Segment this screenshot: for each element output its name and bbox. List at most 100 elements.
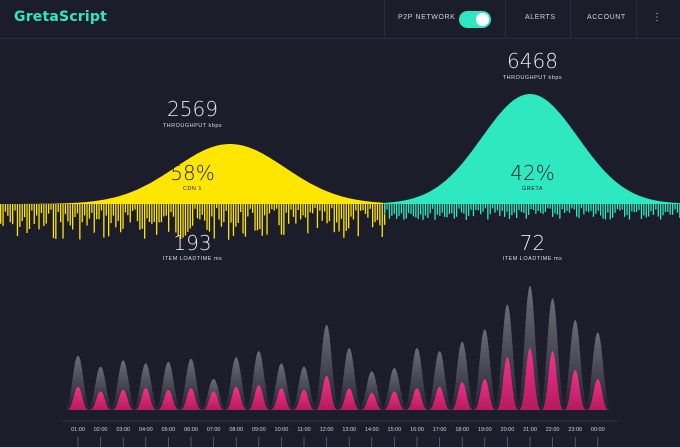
fringe-bar [153,204,155,222]
fringe-bar [292,204,295,217]
fringe-bar [194,204,196,209]
fringe-bar [398,204,400,217]
fringe-bar [182,204,184,238]
fringe-bar [573,204,575,210]
fringe-bar [16,204,19,237]
fringe-bar [494,204,496,213]
fringe-bar [499,204,501,216]
fringe-bar [300,204,302,220]
fringe-bar [33,204,35,224]
ghost-peak [561,320,590,410]
ghost-peak [357,371,386,410]
time-tick-label: 16:00 [410,427,424,433]
fringe-bar [50,204,52,210]
load-peak [247,385,270,410]
nav-divider [505,0,506,38]
fringe-bar [381,204,383,237]
fringe-bar [487,204,489,220]
ghost-peak [222,357,251,410]
fringe-bar [189,204,191,229]
fringe-bar [393,204,395,214]
fringe-bar [117,204,119,221]
load-peak [338,388,361,410]
fringe-bar [52,204,55,239]
fringe-bar [600,204,602,216]
fringe-bar [134,204,136,210]
fringe-bar [283,204,285,235]
brand-logo[interactable]: GretaScript [14,9,108,25]
hamburger-menu-icon[interactable]: ⋮ [652,12,662,23]
fringe-bar [537,204,539,211]
fringe-bar [612,204,614,218]
fringe-bar [93,204,95,233]
fringe-bar [338,204,340,232]
fringe-bar [496,204,499,211]
fringe-bar [108,204,110,237]
fringe-bar [204,204,206,221]
load-peak [89,391,112,410]
fringe-bar [38,204,40,230]
fringe-bar [280,204,283,235]
fringe-bar [309,204,311,213]
fringe-bar [218,204,220,220]
fringe-bar [290,204,292,210]
nav-divider [570,0,571,38]
fringe-bar [232,204,235,236]
fringe-bar [595,204,597,214]
fringe-bar [384,204,386,225]
fringe-bar [304,204,307,218]
fringe-bar [614,204,616,213]
load-peak [112,389,135,410]
load-peak [496,357,519,410]
fringe-bar [456,204,458,217]
fringe-bar [352,204,355,220]
fringe-bar [664,204,667,212]
fringe-bar [604,204,607,220]
fringe-bar [302,204,304,216]
fringe-bar [225,204,227,211]
fringe-bar [100,204,103,211]
greta-throughput-value: 6468 [507,49,558,73]
fringe-bar [640,204,643,219]
fringe-bar [12,204,14,225]
fringe-bar [79,204,81,240]
fringe-bar [364,204,367,214]
time-tick-label: 04:00 [139,427,153,433]
fringe-bar [571,204,573,209]
fringe-bar [165,204,167,216]
load-peak [428,386,451,410]
fringe-bar [472,204,475,217]
pink-peaks [67,348,609,410]
nav-alerts[interactable]: ALERTS [525,14,556,21]
fringe-bar [388,204,391,219]
fringe-bar [432,204,434,209]
fringe-bar [235,204,237,227]
fringe-bar [345,204,347,231]
nav-account[interactable]: ACCOUNT [587,14,626,21]
fringe-bar [199,204,201,220]
fringe-bar [43,204,45,226]
ghost-peak [131,363,160,410]
fringe-bar [348,204,350,229]
fringe-bar [444,204,446,217]
fringe-bar [120,204,122,233]
fringe-bar [242,204,244,234]
fringe-bar [19,204,21,227]
load-peak [473,379,496,410]
fringe-bar [110,204,112,224]
fringe-bar [7,204,9,216]
time-tick-label: 02:00 [94,427,108,433]
fringe-bar [144,204,146,239]
load-peak [451,382,474,410]
fringe-bar [480,204,482,215]
fringe-bar [520,204,523,213]
distribution-curve [384,94,680,204]
greta-distribution-area [384,94,680,220]
time-tick-label: 21:00 [523,427,537,433]
fringe-bar [151,204,153,224]
fringe-bar [160,204,163,223]
fringe-bar [583,204,585,215]
ghost-peak [177,358,205,410]
p2p-network-toggle[interactable] [459,11,491,28]
fringe-bar [667,204,669,212]
